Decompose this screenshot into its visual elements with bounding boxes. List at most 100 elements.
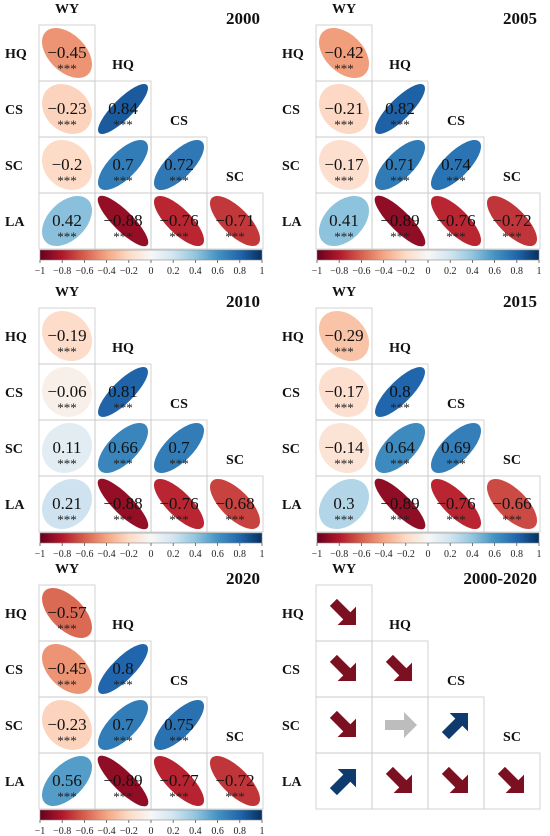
row-label-la: LA bbox=[282, 775, 302, 790]
significance-mark: *** bbox=[57, 733, 77, 748]
significance-mark: *** bbox=[334, 456, 354, 471]
significance-mark: *** bbox=[390, 229, 410, 244]
correlation-ellipse bbox=[153, 478, 205, 530]
correlation-value: −0.68 bbox=[215, 494, 254, 513]
significance-mark: *** bbox=[57, 677, 77, 692]
correlation-ellipse bbox=[319, 140, 369, 190]
column-label-sc: SC bbox=[226, 730, 244, 745]
cell-sc-hq: 0.7*** bbox=[97, 139, 149, 191]
correlation-ellipse bbox=[42, 479, 92, 529]
correlation-value: 0.7 bbox=[112, 155, 134, 174]
cell-cs-wy: −0.06*** bbox=[42, 367, 92, 417]
cell-la-hq: −0.89*** bbox=[374, 478, 426, 530]
colorbar-tick-label: 0.6 bbox=[488, 549, 501, 560]
column-label-wy: WY bbox=[332, 2, 356, 17]
correlation-value: −0.45 bbox=[47, 43, 86, 62]
correlation-value: −0.76 bbox=[436, 494, 475, 513]
cell-cs-hq: 0.8*** bbox=[98, 644, 148, 694]
grid-cell bbox=[483, 192, 541, 250]
colorbar-tick-label: 0.8 bbox=[234, 826, 247, 836]
correlation-value: −0.23 bbox=[47, 99, 86, 118]
column-label-wy: WY bbox=[332, 285, 356, 300]
panel-title: 2000 bbox=[226, 9, 260, 28]
column-label-hq: HQ bbox=[112, 341, 134, 356]
cell-hq-wy: −0.19*** bbox=[41, 310, 93, 362]
panel-2020: 2020WYHQCSSCHQCSSCLA−0.57***−0.45***0.8*… bbox=[5, 562, 265, 836]
panel-title: 2020 bbox=[226, 569, 260, 588]
column-label-sc: SC bbox=[503, 453, 521, 468]
significance-mark: *** bbox=[169, 229, 189, 244]
colorbar-tick-label: −0.6 bbox=[75, 826, 93, 836]
colorbar-gradient bbox=[39, 532, 263, 544]
panel-title: 2010 bbox=[226, 292, 260, 311]
colorbar-tick-label: 1 bbox=[260, 826, 265, 836]
cell-cs-wy: −0.21*** bbox=[319, 84, 369, 134]
row-label-la: LA bbox=[282, 498, 302, 513]
correlation-ellipse bbox=[97, 422, 148, 473]
colorbar-gradient bbox=[39, 809, 263, 821]
significance-mark: *** bbox=[57, 789, 77, 804]
colorbar-tick-label: 0.6 bbox=[211, 826, 224, 836]
colorbar-tick-label: 0.2 bbox=[444, 549, 457, 560]
column-label-hq: HQ bbox=[389, 58, 411, 73]
trend-arrow-down-icon bbox=[441, 766, 469, 794]
colorbar-tick-label: 0.8 bbox=[234, 266, 247, 277]
correlation-ellipse bbox=[430, 478, 482, 530]
cell-la-sc: −0.72*** bbox=[209, 755, 261, 807]
correlation-value: −0.88 bbox=[103, 494, 142, 513]
cell-la-cs: −0.76*** bbox=[430, 195, 482, 247]
correlation-ellipse bbox=[153, 422, 205, 474]
correlation-ellipse bbox=[430, 139, 482, 191]
correlation-ellipse bbox=[153, 195, 205, 247]
cell-cs-wy: −0.17*** bbox=[319, 367, 369, 417]
correlation-value: −0.76 bbox=[159, 211, 198, 230]
significance-mark: *** bbox=[113, 173, 133, 188]
correlation-ellipse bbox=[97, 755, 149, 807]
cell-cs-hq: 0.81*** bbox=[98, 367, 148, 417]
cell-cs-wy: −0.45*** bbox=[42, 644, 92, 694]
colorbar-tick-label: −0.8 bbox=[53, 266, 71, 277]
grid-cell bbox=[206, 192, 264, 250]
colorbar-tick-label: −0.6 bbox=[75, 266, 93, 277]
correlation-value: −0.89 bbox=[380, 494, 419, 513]
colorbar-tick-label: −0.6 bbox=[352, 266, 370, 277]
significance-mark: *** bbox=[169, 173, 189, 188]
significance-mark: *** bbox=[334, 61, 354, 76]
row-label-hq: HQ bbox=[282, 47, 304, 62]
correlation-value: −0.77 bbox=[159, 771, 199, 790]
correlation-value: 0.21 bbox=[52, 494, 82, 513]
cell-sc-wy: 0.11*** bbox=[42, 423, 92, 473]
colorbar-tick-label: −0.8 bbox=[53, 549, 71, 560]
correlation-ellipse bbox=[319, 479, 369, 529]
correlation-value: 0.11 bbox=[52, 438, 81, 457]
correlation-value: 0.81 bbox=[108, 382, 138, 401]
colorbar-gradient bbox=[316, 249, 540, 261]
trend-arrow-down-icon bbox=[385, 766, 413, 794]
column-label-sc: SC bbox=[503, 170, 521, 185]
correlation-ellipse bbox=[97, 195, 149, 247]
correlation-ellipse bbox=[375, 423, 425, 473]
correlation-ellipse bbox=[42, 588, 92, 638]
row-label-la: LA bbox=[5, 215, 25, 230]
colorbar-tick-label: −0.4 bbox=[375, 549, 393, 560]
trend-arrow-down-icon bbox=[385, 654, 413, 682]
colorbar-tick-label: 1 bbox=[260, 266, 265, 277]
correlation-value: 0.66 bbox=[108, 438, 138, 457]
correlation-value: −0.76 bbox=[159, 494, 198, 513]
significance-mark: *** bbox=[390, 400, 410, 415]
cell-sc-cs: 0.7*** bbox=[153, 422, 205, 474]
correlation-value: −0.72 bbox=[215, 771, 254, 790]
correlation-ellipse bbox=[153, 755, 205, 807]
significance-mark: *** bbox=[113, 117, 133, 132]
correlation-ellipse bbox=[98, 644, 148, 694]
correlation-ellipse bbox=[318, 310, 370, 362]
cell-cs-hq: 0.8*** bbox=[375, 367, 425, 417]
column-label-wy: WY bbox=[55, 2, 79, 17]
colorbar-tick-label: −1 bbox=[312, 266, 323, 277]
cell-la-wy: 0.3*** bbox=[319, 479, 369, 529]
correlation-ellipse bbox=[375, 367, 425, 417]
cell-sc-hq: 0.7*** bbox=[97, 699, 149, 751]
colorbar-tick-label: 0 bbox=[149, 826, 154, 836]
colorbar-tick-label: −1 bbox=[312, 549, 323, 560]
significance-mark: *** bbox=[446, 456, 466, 471]
